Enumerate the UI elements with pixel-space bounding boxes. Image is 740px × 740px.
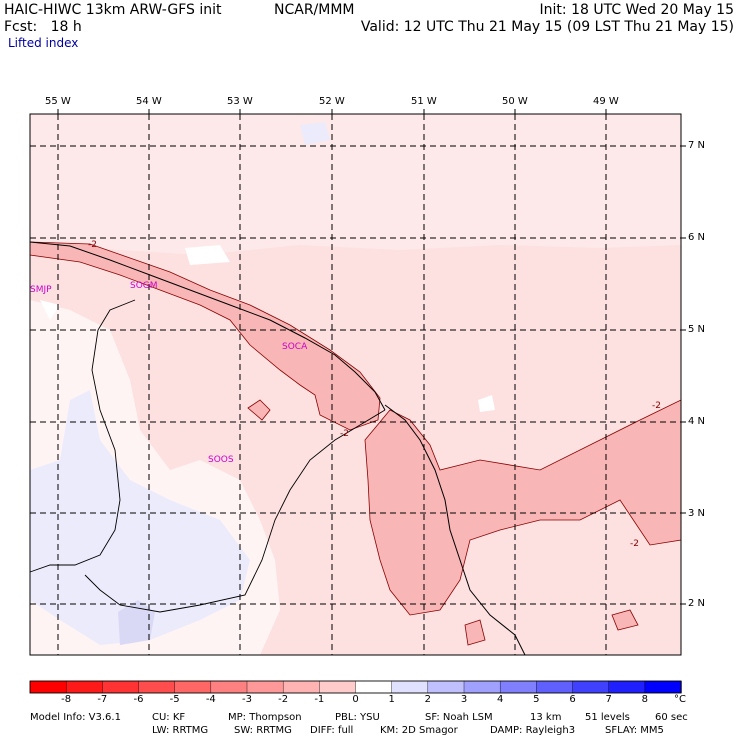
contour-label: -2	[88, 240, 97, 250]
colorbar-tick-label: -4	[205, 694, 216, 705]
lat-label: 7 N	[688, 140, 706, 151]
lon-label: 54 W	[136, 96, 162, 107]
lat-label: 6 N	[688, 232, 706, 243]
valid-time: Valid: 12 UTC Thu 21 May 15 (09 LST Thu …	[360, 19, 734, 35]
colorbar-tick-label: -1	[314, 694, 325, 705]
lon-label: 50 W	[502, 96, 528, 107]
footer-cu: CU: KF	[152, 712, 186, 723]
footer-res: 13 km	[530, 712, 562, 723]
colorbar-tick-label: -6	[133, 694, 144, 705]
station-label: SOOS	[208, 455, 234, 465]
lat-lon-grid	[30, 114, 681, 655]
footer-pbl: PBL: YSU	[335, 712, 380, 723]
colorbar-swatch	[427, 680, 465, 694]
field-positive-patch	[300, 122, 330, 145]
field-positive-patch	[118, 600, 155, 645]
colorbar-tick-label: -3	[242, 694, 252, 705]
lon-label: 52 W	[319, 96, 345, 107]
footer-dt: 60 sec	[655, 712, 688, 723]
footer-sf: SF: Noah LSM	[425, 712, 493, 723]
footer-sflay: SFLAY: MM5	[605, 725, 664, 736]
footer-lw: LW: RRTMG	[152, 725, 209, 736]
field-name: Lifted index	[8, 36, 79, 50]
colorbar-tick-label: 7	[605, 694, 612, 705]
colorbar-swatch	[536, 680, 574, 694]
colorbar-tick-label: -5	[169, 694, 180, 705]
field-neg2-patch	[611, 609, 639, 631]
country-border	[29, 299, 136, 573]
field-neg2-patch	[464, 619, 486, 646]
footer-sw: SW: RRTMG	[234, 725, 292, 736]
lat-label: 5 N	[688, 324, 706, 335]
colorbar-swatch	[319, 680, 357, 694]
field-light-zone	[30, 114, 681, 255]
field-positive-zone	[30, 390, 250, 645]
colorbar-swatch	[355, 680, 393, 694]
colorbar-tick-label: 4	[496, 694, 504, 705]
map-frame	[29, 113, 682, 656]
footer-model-info: Model Info: V3.6.1	[30, 712, 121, 723]
lat-label: 3 N	[688, 508, 706, 519]
colorbar-tick-label: -2	[278, 694, 289, 705]
footer-diff: DIFF: full	[310, 725, 354, 736]
colorbar-frame	[29, 680, 682, 694]
colorbar	[29, 680, 682, 694]
colorbar-swatch	[282, 680, 321, 694]
colorbar-tick-label: 2	[424, 694, 432, 705]
footer-damp: DAMP: Rayleigh3	[490, 725, 576, 736]
lon-ticks	[57, 109, 607, 114]
footer-levels: 51 levels	[585, 712, 630, 723]
colorbar-tick-label: 8	[641, 694, 649, 705]
colorbar-swatch	[608, 680, 646, 694]
colorbar-tick-label: 0	[352, 694, 359, 705]
footer-km: KM: 2D Smagor	[380, 725, 458, 736]
lat-ticks	[681, 145, 686, 605]
org-label: NCAR/MMM	[274, 2, 355, 18]
country-border	[84, 409, 386, 613]
colorbar-unit: °C	[674, 694, 686, 705]
colorbar-swatch	[29, 680, 67, 694]
colorbar-swatch	[174, 680, 212, 694]
lon-label: 51 W	[411, 96, 437, 107]
colorbar-swatch	[499, 680, 538, 694]
colorbar-swatch	[210, 680, 248, 694]
colorbar-tick-label: 6	[569, 694, 576, 705]
lat-label: 2 N	[688, 598, 706, 609]
contour-label: -2	[652, 401, 661, 411]
colorbar-tick-label: -7	[97, 694, 108, 705]
colorbar-swatch	[572, 680, 610, 694]
contour-label: -2	[340, 429, 349, 439]
forecast-hour: Fcst: 18 h	[4, 19, 82, 35]
colorbar-swatch	[65, 680, 104, 694]
field-neg2-patch	[247, 399, 271, 421]
field-white-hole	[478, 395, 495, 412]
coastline	[384, 404, 526, 656]
footer-mp: MP: Thompson	[228, 712, 302, 723]
colorbar-tick-label: 3	[460, 694, 468, 705]
station-label: SOCA	[282, 342, 308, 352]
colorbar-tick-label: 1	[388, 694, 395, 705]
colorbar-swatch	[102, 680, 140, 694]
field-white-hole	[40, 300, 60, 320]
lon-label: 53 W	[227, 96, 253, 107]
lon-label: 49 W	[593, 96, 619, 107]
colorbar-swatch	[391, 680, 429, 694]
field-white-hole	[185, 245, 230, 265]
colorbar-tick-label: 5	[533, 694, 540, 705]
colorbar-swatch	[463, 680, 501, 694]
lat-label: 4 N	[688, 416, 706, 427]
field-neg2-inland	[364, 399, 682, 616]
coastline	[29, 241, 386, 411]
colorbar-swatch	[644, 680, 682, 694]
station-label: SMJP	[30, 285, 52, 295]
init-time: Init: 18 UTC Wed 20 May 15	[539, 2, 734, 18]
model-title: HAIC-HIWC 13km ARW-GFS init	[4, 2, 222, 18]
contour-label: -2	[630, 539, 639, 549]
lon-label: 55 W	[45, 96, 71, 107]
colorbar-tick-label: -8	[61, 694, 72, 705]
colorbar-swatch	[246, 680, 284, 694]
colorbar-swatch	[138, 680, 176, 694]
station-label: SOGM	[130, 281, 158, 291]
